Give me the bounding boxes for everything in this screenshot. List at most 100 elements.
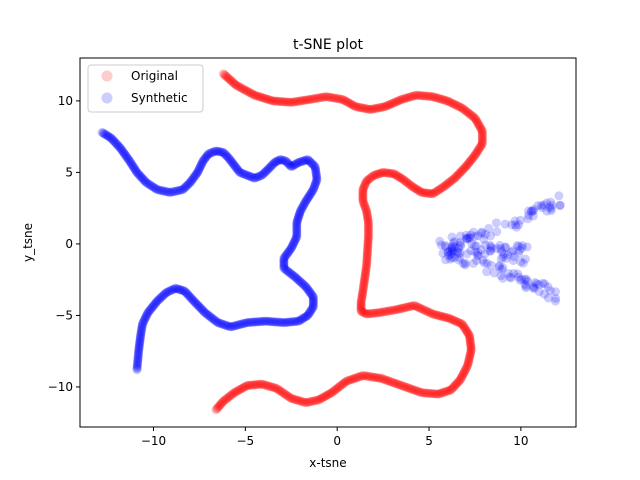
original-point [226, 391, 236, 401]
original-point [302, 397, 312, 407]
synthetic-point [245, 172, 255, 181]
original-point [232, 81, 242, 91]
synthetic-point [308, 303, 318, 313]
original-point [314, 395, 324, 405]
synthetic-point [164, 187, 174, 197]
original-point [362, 104, 372, 114]
original-point [368, 104, 378, 114]
original-point [465, 336, 475, 346]
synthetic-point [287, 270, 297, 280]
synthetic-point [137, 325, 147, 335]
synthetic-point [233, 320, 243, 330]
original-point [432, 93, 442, 103]
original-point [460, 324, 470, 334]
original-point [359, 279, 369, 289]
synthetic-point [284, 267, 293, 277]
original-point [391, 379, 401, 389]
original-point [360, 180, 370, 190]
original-point [469, 112, 479, 122]
original-point [418, 188, 428, 198]
synthetic-point [115, 142, 125, 152]
synthetic-point [135, 335, 145, 345]
original-point [260, 380, 270, 390]
original-point [278, 97, 288, 107]
synthetic-cluster-point [478, 255, 488, 265]
original-point [284, 392, 294, 402]
original-point [359, 371, 369, 381]
original-point [441, 387, 451, 397]
original-point [362, 309, 372, 319]
original-point [450, 316, 460, 326]
synthetic-point [252, 172, 262, 182]
synthetic-point [149, 300, 159, 310]
original-point [421, 306, 431, 316]
original-point [424, 308, 434, 317]
synthetic-point [227, 157, 237, 167]
synthetic-point [128, 161, 138, 171]
original-point [357, 294, 367, 304]
synthetic-point [302, 194, 312, 204]
synthetic-point [126, 158, 136, 168]
original-point [357, 290, 367, 300]
synthetic-point [310, 180, 320, 190]
synthetic-point [292, 274, 302, 284]
synthetic-cluster-point [491, 218, 501, 228]
synthetic-cluster-point [546, 203, 556, 213]
synthetic-point [195, 163, 205, 173]
original-point [358, 195, 368, 205]
synthetic-point [188, 174, 198, 184]
original-point [218, 69, 228, 79]
synthetic-point [281, 156, 291, 166]
original-point [371, 308, 381, 318]
original-point [356, 295, 366, 305]
synthetic-point [302, 283, 312, 293]
synthetic-cluster-point [520, 279, 530, 289]
original-point [477, 131, 487, 141]
original-point [471, 115, 481, 125]
synthetic-cluster-point [446, 250, 456, 260]
synthetic-point [111, 138, 121, 148]
original-point [363, 371, 372, 381]
synthetic-point [282, 249, 292, 259]
original-point [230, 79, 240, 89]
original-point [365, 309, 375, 319]
original-point [477, 134, 487, 144]
original-point [362, 248, 372, 258]
original-point [383, 100, 393, 110]
original-point [383, 168, 393, 178]
synthetic-point [216, 147, 226, 157]
synthetic-cluster-point [441, 255, 451, 265]
original-point [224, 392, 234, 402]
original-point [373, 103, 383, 113]
synthetic-cluster-point [547, 200, 557, 210]
original-point [253, 379, 263, 389]
original-point [385, 99, 395, 109]
original-point [224, 74, 234, 84]
synthetic-point [137, 173, 147, 183]
original-point [417, 304, 427, 314]
original-point [259, 93, 269, 103]
original-point [357, 291, 367, 301]
synthetic-point [99, 129, 109, 139]
original-point [373, 308, 383, 318]
original-point [363, 214, 373, 224]
original-point [381, 101, 391, 111]
synthetic-point [253, 172, 263, 182]
original-point [428, 189, 438, 199]
synthetic-point [259, 169, 268, 179]
original-point [358, 194, 368, 204]
synthetic-point [246, 317, 256, 327]
original-point [377, 102, 387, 112]
synthetic-point [107, 134, 117, 144]
synthetic-point [310, 181, 320, 191]
synthetic-point [256, 171, 266, 181]
synthetic-cluster-point [473, 251, 483, 261]
original-point [364, 104, 374, 114]
original-point [393, 304, 403, 314]
synthetic-point [173, 284, 183, 294]
original-point [404, 302, 414, 312]
original-point [414, 90, 424, 100]
original-point [362, 207, 372, 217]
original-point [286, 393, 296, 403]
synthetic-point [189, 173, 199, 183]
